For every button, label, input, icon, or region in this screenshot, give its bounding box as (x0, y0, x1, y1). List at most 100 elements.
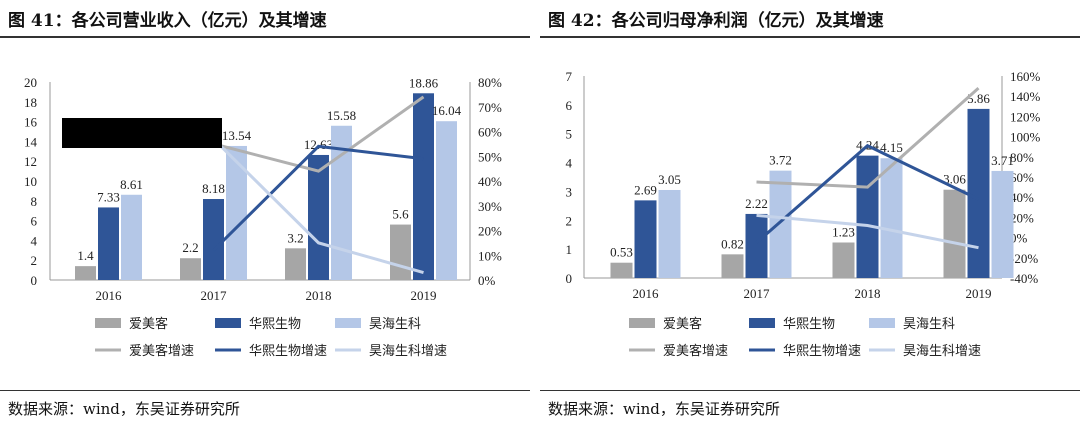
line-huaxi-growth (755, 143, 980, 244)
bar-value-label: 12.63 (304, 137, 333, 152)
y2-axis-tick-label: 20% (478, 224, 502, 239)
y2-axis-tick-label: 10% (478, 248, 502, 263)
bar-huaxi (308, 154, 329, 280)
y-axis-tick-label: 4 (566, 156, 573, 171)
bar-haohai (769, 170, 792, 278)
y-axis-tick-label: 6 (566, 98, 573, 113)
y-axis-tick-label: 0 (566, 271, 573, 286)
x-axis-tick-label: 2017 (201, 288, 228, 303)
line-haohai-growth (212, 137, 424, 275)
title-rule (0, 36, 530, 38)
y-axis-tick-label: 14 (24, 134, 38, 149)
bar-value-label: 8.61 (120, 177, 143, 192)
y-axis-tick-label: 2 (31, 253, 38, 268)
y-axis-tick-label: 12 (24, 154, 37, 169)
redaction-box (62, 118, 222, 148)
legend-label: 爱美客 (129, 316, 168, 331)
y-axis-tick-label: 3 (566, 184, 573, 199)
bar-value-label: 3.06 (943, 172, 966, 187)
y2-axis-tick-label: 140% (1010, 89, 1041, 104)
bar-value-label: 1.4 (77, 248, 94, 263)
x-axis-tick-label: 2017 (744, 286, 771, 301)
bar-value-label: 13.54 (222, 128, 252, 143)
bar-haohai (991, 170, 1014, 278)
bar-haohai (121, 194, 142, 280)
bar-aimeike (75, 266, 96, 280)
bar-haohai (436, 121, 457, 280)
bar-haohai (658, 189, 681, 278)
bar-huaxi (967, 108, 990, 278)
bar-huaxi (745, 213, 768, 278)
bar-huaxi (98, 207, 119, 280)
bar-huaxi (413, 93, 434, 280)
bar-huaxi (634, 200, 657, 278)
x-axis-tick-label: 2016 (96, 288, 123, 303)
bar-value-label: 3.2 (287, 230, 303, 245)
net-profit-chart: 0 1 2 3 4 5 6 7 -40% -20% 0% 20% 40% 60% 80% 100% 120% 14… (566, 69, 1041, 358)
bar-value-label: 0.82 (721, 236, 744, 251)
y-axis-tick-label: 2 (566, 213, 573, 228)
y-axis-tick-label: 20 (24, 75, 37, 90)
y-axis-tick-label: 18 (24, 95, 37, 110)
bar-aimeike (180, 258, 201, 280)
bar-haohai (331, 125, 352, 281)
x-axis-tick-label: 2019 (966, 286, 992, 301)
legend-label: 昊海生科增速 (369, 343, 447, 358)
line-huaxi-growth (212, 144, 424, 252)
legend-swatch-huaxi (215, 318, 241, 328)
legend-label: 爱美客增速 (663, 343, 728, 358)
y2-axis-tick-label: -20% (1010, 251, 1038, 266)
y-axis-tick-label: 5 (566, 127, 573, 142)
y2-axis-tick-label: 40% (478, 174, 502, 189)
y2-axis-tick-label: 40% (1010, 190, 1034, 205)
y-axis-tick-label: 7 (566, 69, 573, 84)
y2-axis-tick-label: 70% (478, 100, 502, 115)
legend-swatch-aimeike (629, 318, 655, 328)
bar-value-label: 18.86 (409, 75, 439, 90)
bar-value-label: 3.71 (991, 153, 1014, 168)
legend-swatch-haohai (869, 318, 895, 328)
line-aimeike-growth (213, 95, 425, 173)
y2-axis-tick-label: 80% (478, 75, 502, 90)
bar-value-label: 8.18 (202, 181, 225, 196)
y-axis-tick-label: 4 (31, 233, 38, 248)
bar-value-label: 16.04 (432, 103, 462, 118)
source-rule (540, 390, 1080, 391)
bar-value-label: 2.69 (634, 182, 657, 197)
legend-label: 昊海生科 (903, 316, 955, 331)
legend-label: 华熙生物增速 (783, 343, 861, 358)
bar-haohai (226, 145, 247, 280)
y-axis-tick-label: 6 (31, 214, 38, 229)
y2-axis-tick-label: -40% (1010, 271, 1038, 286)
y-axis-tick-label: 0 (31, 273, 38, 288)
bar-huaxi (856, 155, 879, 278)
x-axis-tick-label: 2016 (633, 286, 660, 301)
y2-axis-tick-label: 100% (1010, 130, 1041, 145)
bar-value-label: 15.58 (327, 108, 356, 123)
y2-axis-tick-label: 160% (1010, 69, 1041, 84)
legend-swatch-aimeike (95, 318, 121, 328)
legend-label: 爱美客 (663, 316, 702, 331)
bar-value-label: 0.53 (610, 245, 633, 260)
bar-aimeike (390, 224, 411, 280)
bar-value-label: 3.05 (658, 172, 681, 187)
legend-label: 爱美客增速 (129, 343, 194, 358)
y2-axis-tick-label: 80% (1010, 150, 1034, 165)
chart-panel-net-profit: 图 42：各公司归母净利润（亿元）及其增速 0 1 2 3 4 5 6 7 -40% -20% 0%… (540, 0, 1080, 427)
y-axis-tick-label: 10 (24, 174, 37, 189)
bar-aimeike (832, 242, 855, 278)
bar-value-label: 2.2 (182, 240, 198, 255)
source-rule (0, 390, 530, 391)
chart-panel-revenue: 图 41：各公司营业收入（亿元）及其增速 0 2 4 6 8 10 12 14 16 18 20 0%… (0, 0, 530, 427)
source-note: 数据来源：wind，东吴证券研究所 (548, 400, 780, 418)
line-haohai-growth (756, 213, 979, 250)
y2-axis-tick-label: 20% (1010, 210, 1034, 225)
bar-aimeike (721, 254, 744, 278)
source-note: 数据来源：wind，东吴证券研究所 (8, 400, 240, 418)
bar-aimeike (610, 262, 633, 278)
y-axis-tick-label: 8 (31, 194, 38, 209)
y2-axis-tick-label: 120% (1010, 109, 1041, 124)
y2-axis-tick-label: 50% (478, 149, 502, 164)
bar-huaxi (203, 199, 224, 280)
x-axis-tick-label: 2018 (306, 288, 332, 303)
